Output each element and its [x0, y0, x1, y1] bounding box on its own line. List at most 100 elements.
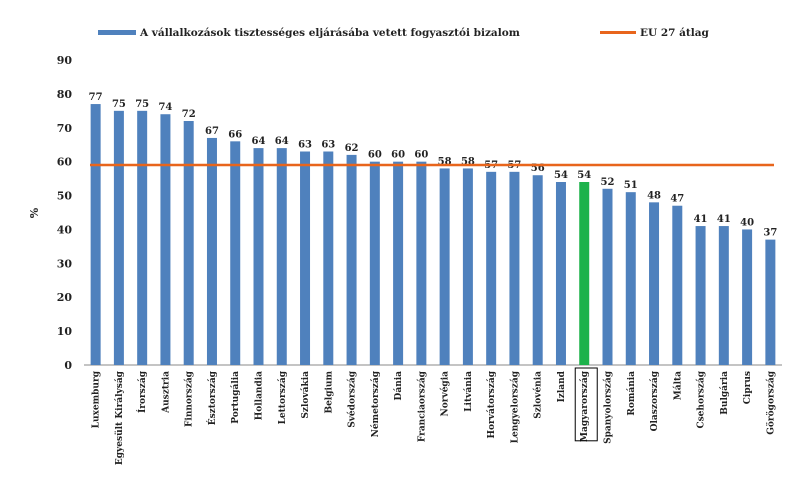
y-tick-label: 70: [57, 122, 73, 135]
bar-value-label: 41: [694, 214, 708, 225]
bar: [230, 141, 241, 365]
legend-swatch-bars: [98, 30, 136, 35]
bar: [462, 168, 473, 365]
bar: [765, 239, 776, 365]
category-label: Szlovákia: [300, 371, 311, 419]
bar: [532, 175, 543, 365]
bar-value-label: 63: [321, 140, 335, 151]
bar-value-label: 56: [531, 163, 545, 174]
bar: [369, 161, 380, 365]
category-labels: Luxemburg Egyesült Királyság Írország Auszt…: [92, 367, 776, 465]
bar: [323, 151, 334, 365]
bar-value-label: 60: [368, 150, 382, 161]
bar: [555, 182, 566, 365]
bar-value-label: 51: [624, 180, 638, 191]
bar-value-label: 74: [158, 102, 172, 113]
bars: [84, 104, 782, 366]
category-label: Csehország: [696, 370, 707, 428]
category-label: Norvégia: [440, 371, 451, 417]
category-label: Szlovénia: [533, 371, 544, 419]
bar: [160, 114, 171, 365]
bar: [672, 205, 683, 365]
y-tick-label: 20: [57, 291, 73, 304]
data-labels: 7775757472676664646363626060605858575756…: [89, 92, 778, 239]
bar-value-label: 62: [345, 143, 359, 154]
category-label: Írország: [136, 370, 148, 413]
bar-value-label: 75: [135, 99, 149, 110]
category-label: Németország: [370, 370, 381, 437]
bar-value-label: 67: [205, 126, 219, 137]
bar: [300, 151, 311, 365]
category-label: Egyesült Királyság: [114, 370, 125, 465]
category-label: Luxemburg: [92, 370, 102, 428]
category-label: Lettország: [277, 370, 288, 424]
category-label: Horvátország: [486, 370, 497, 438]
bar-value-label: 72: [182, 109, 196, 120]
category-label: Hollandia: [255, 371, 265, 420]
y-axis-label: %: [28, 207, 41, 218]
bar: [579, 182, 590, 365]
y-tick-label: 0: [64, 359, 72, 372]
category-label: Finnország: [184, 370, 195, 427]
category-label: Litvánia: [463, 371, 474, 412]
category-label: Svédország: [347, 370, 358, 428]
bar: [206, 137, 217, 365]
bar-value-label: 37: [763, 228, 777, 239]
bar: [486, 171, 497, 365]
bar-value-label: 75: [112, 99, 126, 110]
category-label: Bulgária: [719, 371, 730, 415]
highlight-box: [574, 367, 598, 442]
bar-value-label: 64: [275, 136, 289, 147]
bar-value-label: 48: [647, 190, 661, 201]
category-label: Izland: [557, 370, 567, 402]
bar: [276, 148, 287, 365]
bar: [439, 168, 450, 365]
bar: [113, 110, 124, 365]
y-tick-label: 30: [57, 257, 73, 270]
bar-value-label: 60: [391, 150, 405, 161]
bar: [137, 110, 148, 365]
bar: [416, 161, 427, 365]
y-tick-label: 10: [57, 325, 73, 338]
bar-value-label: 66: [228, 129, 242, 140]
bar-value-label: 40: [740, 217, 754, 228]
bar-value-label: 77: [89, 92, 103, 103]
bar-value-label: 47: [670, 194, 684, 205]
category-label: Málta: [672, 371, 683, 400]
y-tick-label: 80: [57, 88, 73, 101]
category-label: Ciprus: [743, 371, 753, 404]
y-tick-label: 60: [57, 156, 73, 169]
bar: [742, 229, 753, 365]
category-label: Ausztria: [161, 371, 171, 414]
bar: [509, 171, 520, 365]
bar-value-label: 58: [461, 156, 475, 167]
bar-value-label: 52: [601, 177, 615, 188]
bar: [625, 192, 636, 365]
category-label: Románia: [626, 371, 637, 416]
legend-label-bars: A vállalkozások tisztességes eljárásába …: [139, 27, 520, 39]
legend: A vállalkozások tisztességes eljárásába …: [98, 27, 710, 39]
bar-value-label: 63: [298, 140, 312, 151]
legend-swatch-average: [600, 31, 636, 34]
category-label: Magyarország: [579, 370, 590, 442]
y-tick-label: 90: [57, 54, 73, 67]
category-label: Belgium: [324, 371, 334, 414]
bar: [695, 226, 706, 365]
category-label: Lengyelország: [509, 370, 520, 443]
category-label: Franciaország: [416, 370, 427, 442]
bar: [718, 226, 729, 365]
bar: [183, 121, 194, 365]
category-label: Dánia: [393, 371, 404, 401]
category-label: Görögország: [765, 370, 776, 434]
bar-value-label: 64: [252, 136, 266, 147]
bar-value-label: 54: [554, 170, 568, 181]
category-label: Észtország: [206, 370, 218, 425]
bar-value-label: 58: [438, 156, 452, 167]
category-label: Olaszország: [649, 370, 660, 431]
category-label: Portugália: [230, 371, 241, 424]
bar: [602, 188, 613, 365]
bar: [346, 154, 357, 365]
category-label: Spanyolország: [603, 370, 614, 444]
